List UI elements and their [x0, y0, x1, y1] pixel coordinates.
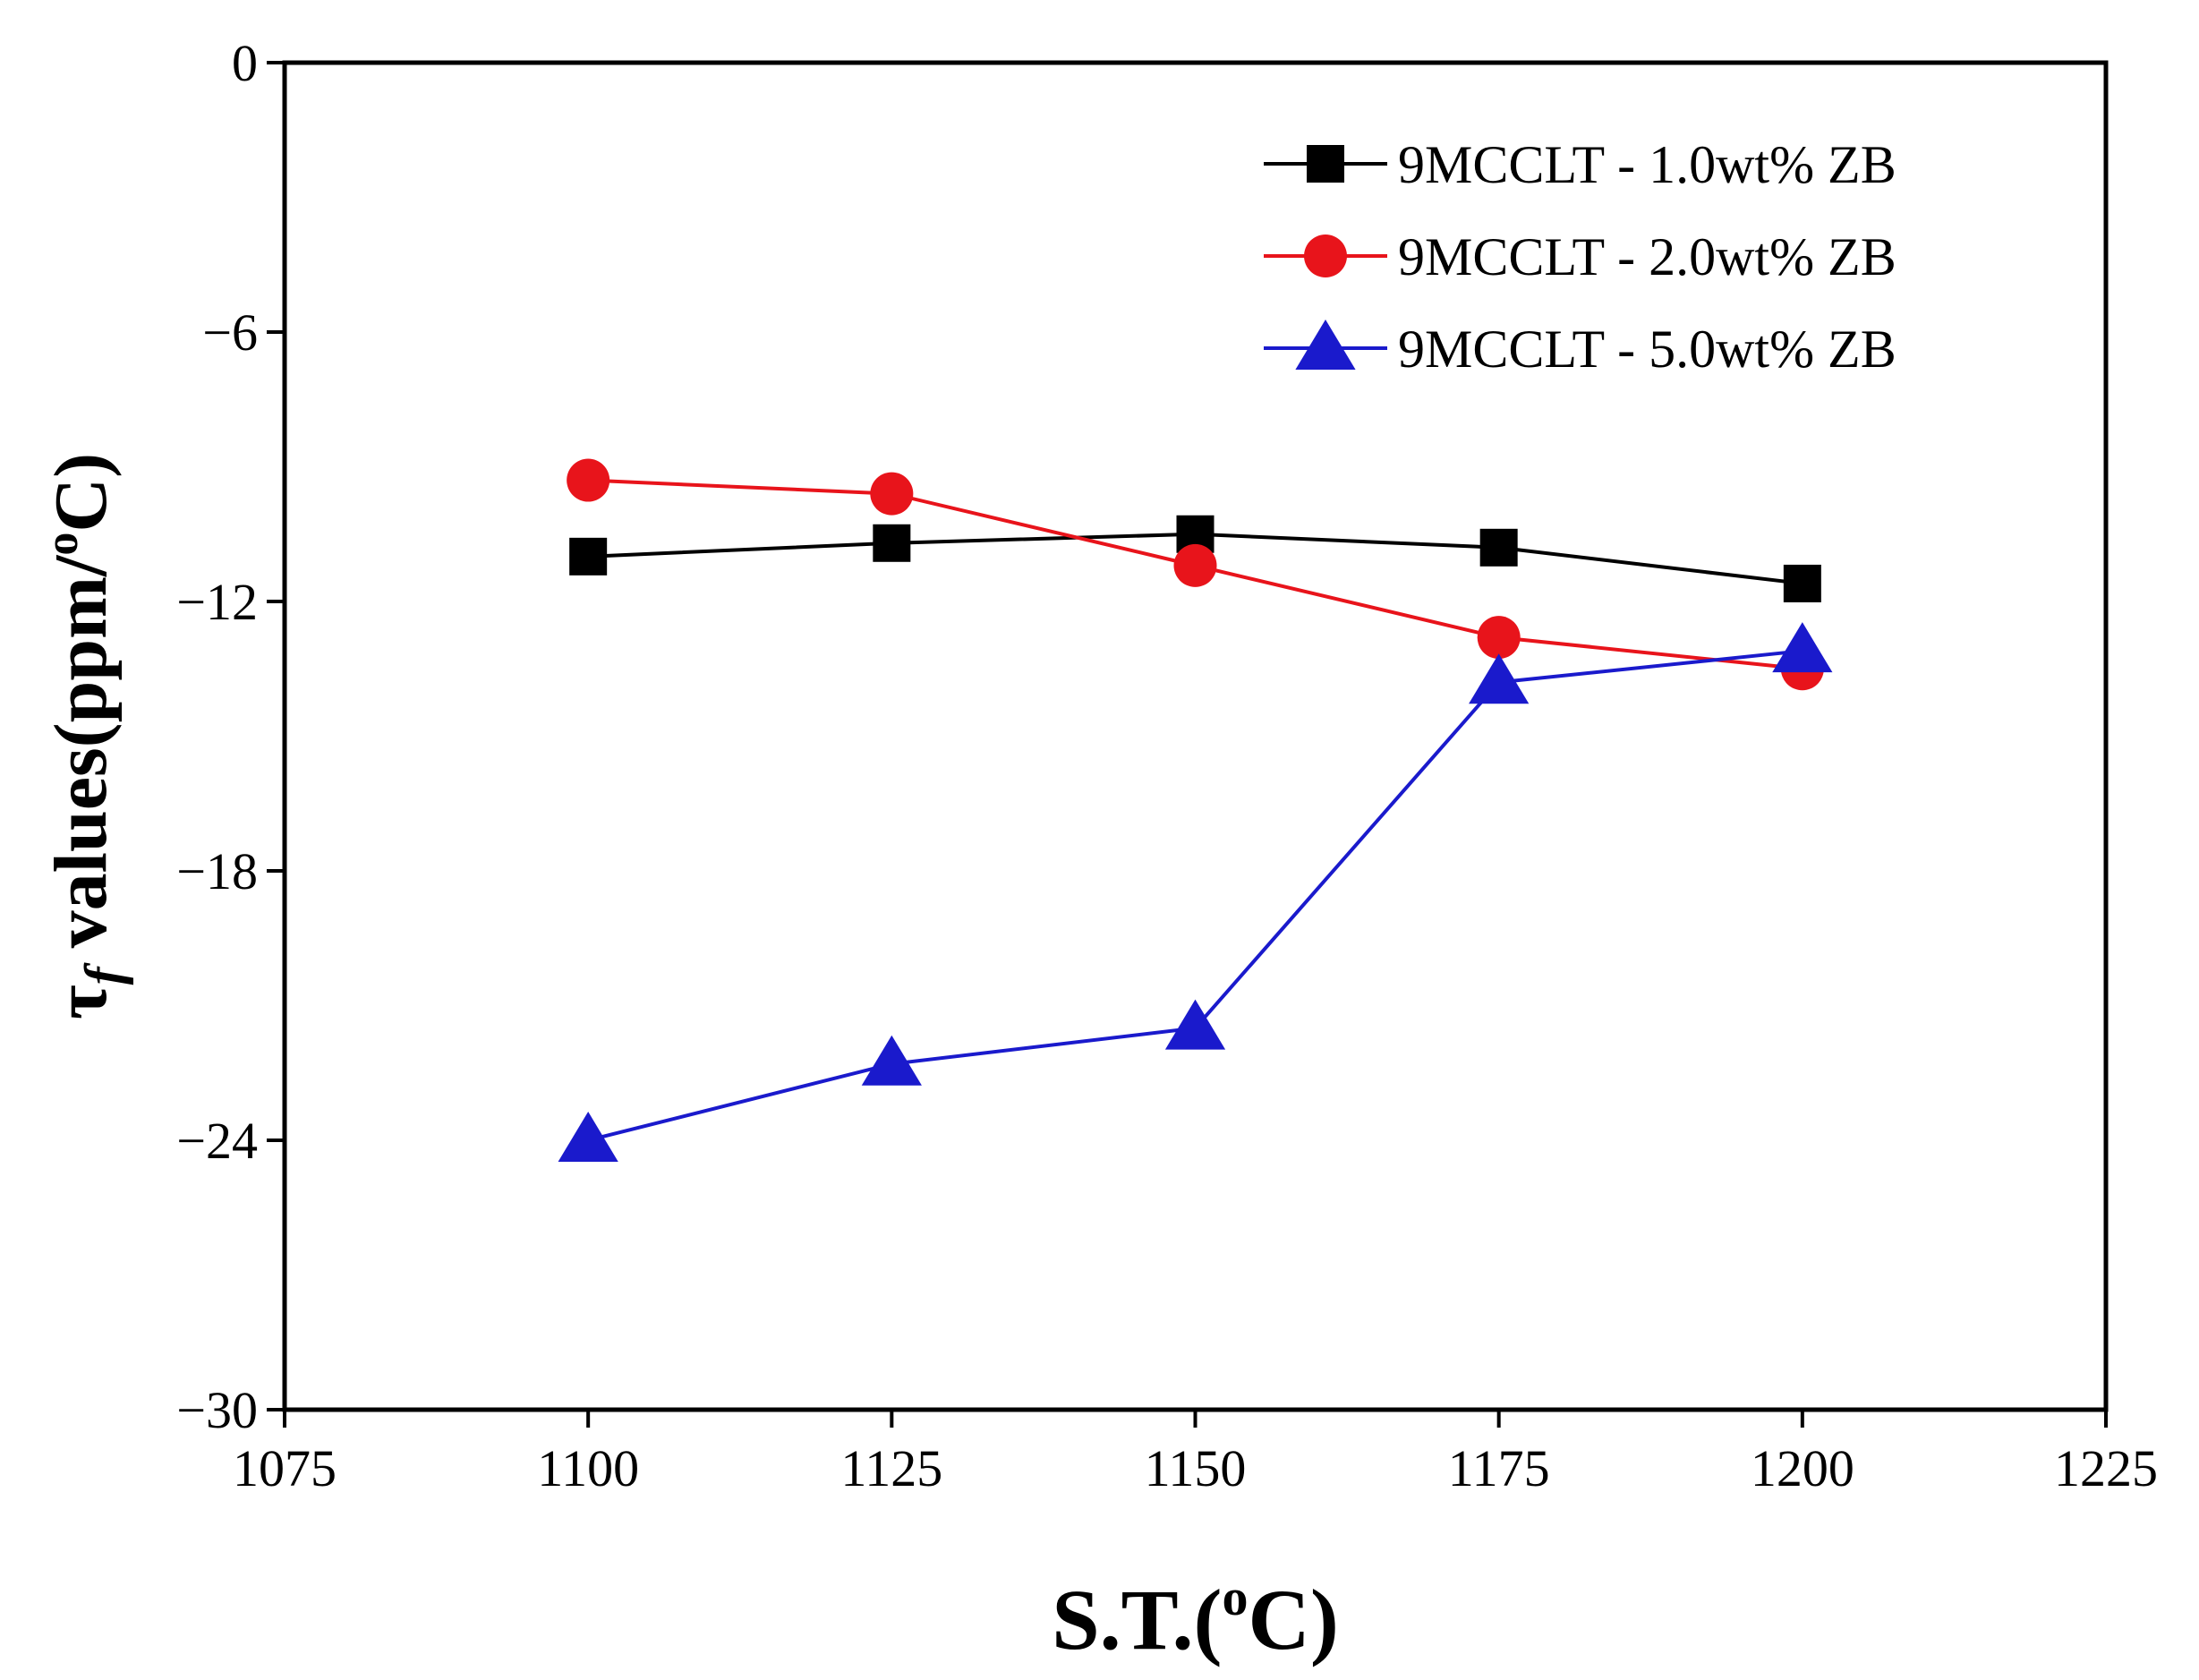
series-layer [558, 458, 1833, 1162]
x-axis-ticks: 1075 1100 1125 1150 1175 1200 1225 [233, 1410, 2158, 1497]
y-tick-label: −12 [176, 573, 258, 631]
legend-item: 9MCCLT - 1.0wt% ZB [1264, 135, 1896, 194]
x-tick-label: 1150 [1145, 1439, 1247, 1497]
x-tick-label: 1125 [840, 1439, 942, 1497]
x-tick-label: 1075 [233, 1439, 337, 1497]
series-3 [558, 622, 1833, 1162]
data-point [1469, 653, 1530, 704]
legend-label: 9MCCLT - 2.0wt% ZB [1398, 227, 1896, 286]
legend-marker [1295, 320, 1356, 370]
legend-marker [1304, 235, 1347, 277]
data-point [870, 472, 914, 516]
y-tick-label: −18 [176, 842, 258, 900]
y-axis-ticks: 0 −6 −12 −18 −24 −30 [176, 34, 285, 1439]
x-tick-label: 1200 [1751, 1439, 1854, 1497]
legend-item: 9MCCLT - 2.0wt% ZB [1264, 227, 1896, 286]
y-tick-label: 0 [232, 34, 258, 92]
data-point [1164, 999, 1226, 1050]
x-tick-label: 1100 [537, 1439, 639, 1497]
data-point [567, 458, 610, 502]
x-tick-label: 1225 [2054, 1439, 2158, 1497]
data-point [569, 537, 608, 576]
legend-label: 9MCCLT - 1.0wt% ZB [1398, 135, 1896, 194]
legend: 9MCCLT - 1.0wt% ZB 9MCCLT - 2.0wt% ZB 9MCC… [1264, 135, 1896, 379]
data-point [1477, 616, 1521, 660]
data-point [1173, 543, 1217, 587]
data-point [861, 1035, 922, 1086]
legend-item: 9MCCLT - 5.0wt% ZB [1264, 320, 1896, 379]
x-axis-title: S.T.(oC) [1052, 1568, 1339, 1667]
x-tick-label: 1175 [1448, 1439, 1550, 1497]
data-point [558, 1112, 618, 1162]
y-tick-label: −6 [202, 303, 258, 362]
y-tick-label: −24 [176, 1112, 258, 1170]
data-point [1479, 528, 1518, 567]
legend-marker [1307, 145, 1344, 183]
y-axis-title: τf values(ppm/oC) [37, 453, 133, 1019]
data-point [873, 524, 911, 562]
series-line [587, 649, 1803, 1142]
series-2 [567, 458, 1824, 691]
y-tick-label: −30 [176, 1381, 258, 1439]
legend-label: 9MCCLT - 5.0wt% ZB [1398, 320, 1896, 379]
plot-frame [282, 60, 2109, 1412]
data-point [1772, 622, 1833, 673]
data-point [1783, 564, 1821, 602]
